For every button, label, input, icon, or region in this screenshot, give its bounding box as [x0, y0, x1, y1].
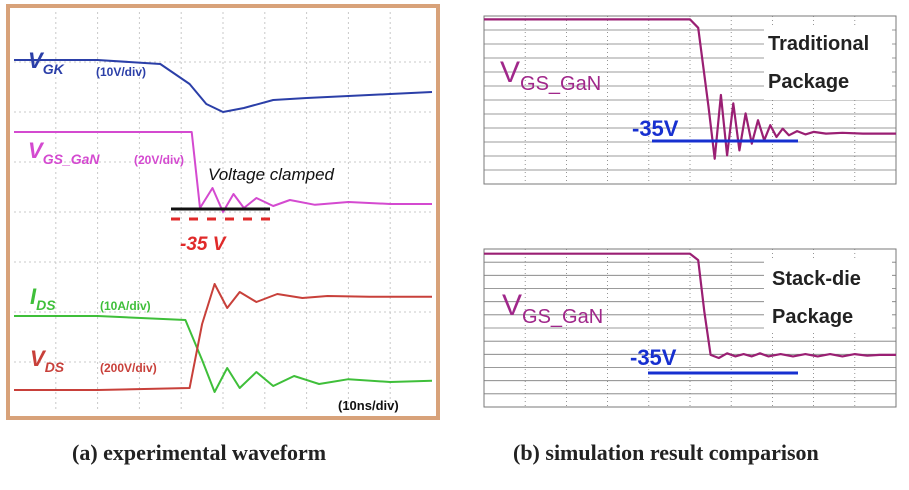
sim-trace-line — [484, 18, 896, 160]
trace-ids — [14, 315, 433, 393]
label-vgs-scale: (20V/div) — [134, 153, 184, 167]
trace-vgk — [14, 59, 433, 113]
sim-clamp-label-traditional: -35V — [632, 116, 679, 141]
clamp-value-label: -35 V — [180, 234, 227, 255]
experimental-waveform-chart: VGK (10V/div) VGS_GaN (20V/div) IDS (10A… — [6, 4, 440, 420]
simulation-traditional-chart: VGS_GaN Traditional Package -35V — [483, 15, 897, 185]
experimental-waveform-panel: VGK (10V/div) VGS_GaN (20V/div) IDS (10A… — [6, 4, 440, 420]
label-vds: VDS — [30, 346, 65, 375]
sim-clamp-label-stackdie: -35V — [630, 345, 677, 370]
annotation-voltage-clamped: Voltage clamped — [208, 165, 335, 184]
sim-trace-stackdie — [484, 252, 896, 360]
scope-traces — [14, 59, 433, 393]
sim-label-box-traditional — [764, 28, 892, 100]
label-vgk-scale: (10V/div) — [96, 65, 146, 79]
label-ids: IDS — [30, 284, 56, 313]
simulation-traditional-panel: VGS_GaN Traditional Package -35V — [480, 10, 900, 200]
sim-signal-label-traditional: VGS_GaN — [500, 56, 601, 95]
sim-package-label-line2: Package — [772, 306, 853, 328]
sim-package-label-line1: Traditional — [768, 33, 869, 55]
simulation-stackdie-chart: VGS_GaN Stack-die Package -35V — [483, 248, 897, 408]
sim-trace-line — [484, 252, 896, 360]
sim-trace-traditional — [484, 18, 896, 160]
sim-package-label-line1: Stack-die — [772, 268, 861, 290]
scope-frame — [6, 4, 440, 420]
trace-vds — [14, 283, 432, 391]
simulation-stackdie-panel: VGS_GaN Stack-die Package -35V — [480, 243, 900, 423]
caption-experimental: (a) experimental waveform — [72, 440, 327, 465]
time-scale-label: (10ns/div) — [338, 398, 399, 413]
sim-signal-label-stackdie: VGS_GaN — [502, 289, 603, 328]
caption-simulation: (b) simulation result comparison — [513, 440, 819, 465]
sim-grid-traditional — [483, 15, 897, 185]
label-vds-scale: (200V/div) — [100, 361, 157, 375]
sim-package-label-line2: Package — [768, 71, 849, 93]
sim-label-box-stackdie — [764, 261, 892, 333]
label-vgs: VGS_GaN — [28, 138, 100, 167]
label-vgk: VGK — [28, 48, 65, 77]
label-ids-scale: (10A/div) — [100, 299, 151, 313]
